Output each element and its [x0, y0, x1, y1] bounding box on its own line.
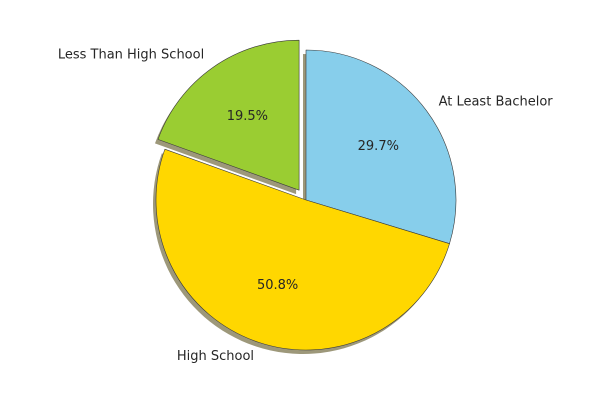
slice-layer [156, 40, 456, 350]
slice-percent-at-least-bachelor: 29.7% [358, 139, 399, 154]
slice-percent-less-than-high-school: 19.5% [227, 109, 268, 124]
slice-percent-high-school: 50.8% [257, 278, 298, 293]
slice-label-less-than-high-school: Less Than High School [58, 48, 204, 63]
slice-label-at-least-bachelor: At Least Bachelor [439, 94, 554, 109]
slice-label-high-school: High School [177, 349, 254, 364]
